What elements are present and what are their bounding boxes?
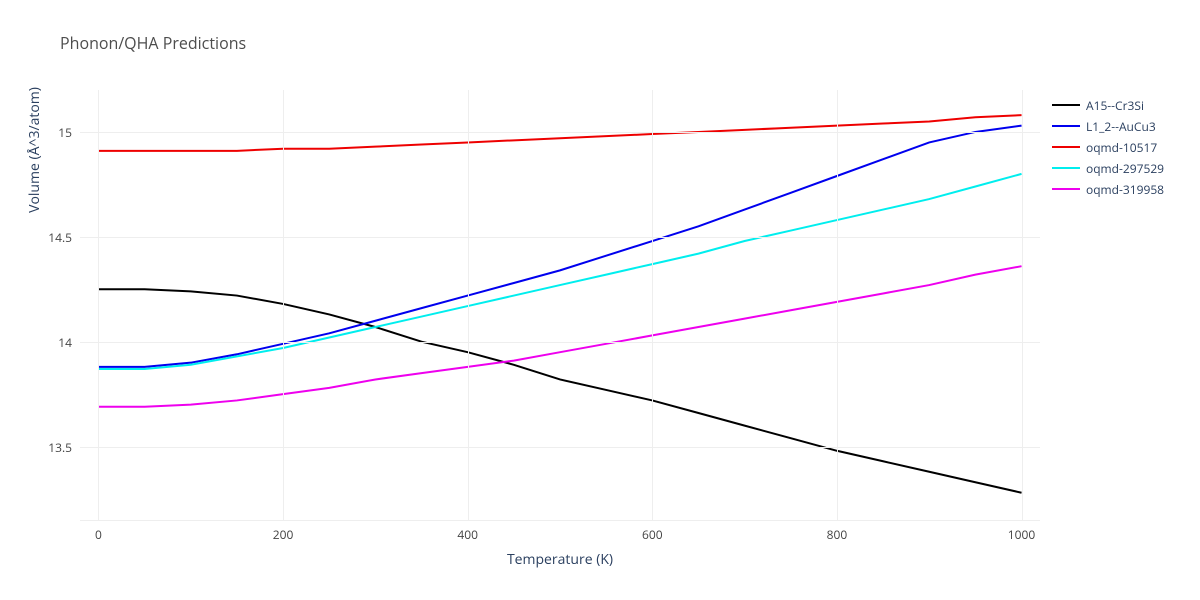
plot-area — [80, 90, 1040, 520]
legend-item[interactable]: L1_2--AuCu3 — [1052, 117, 1164, 135]
legend-item[interactable]: oqmd-319958 — [1052, 180, 1164, 198]
x-tick-label: 600 — [632, 526, 672, 543]
series-line[interactable] — [98, 115, 1021, 151]
legend-item[interactable]: oqmd-10517 — [1052, 138, 1164, 156]
legend-swatch — [1052, 146, 1080, 148]
series-line[interactable] — [98, 174, 1021, 369]
series-line[interactable] — [98, 126, 1021, 367]
y-grid-line — [80, 237, 1040, 238]
y-tick-label: 15 — [58, 124, 72, 141]
legend-label: oqmd-297529 — [1086, 160, 1164, 177]
series-line[interactable] — [98, 266, 1021, 407]
x-tick-label: 1000 — [1002, 526, 1042, 543]
legend-label: oqmd-10517 — [1086, 139, 1157, 156]
legend-swatch — [1052, 188, 1080, 190]
chart-title: Phonon/QHA Predictions — [60, 32, 246, 54]
series-lines — [80, 90, 1040, 520]
legend-swatch — [1052, 167, 1080, 169]
y-tick-label: 14.5 — [48, 229, 72, 246]
x-tick-label: 0 — [78, 526, 118, 543]
x-grid-line — [98, 90, 99, 520]
x-grid-line — [652, 90, 653, 520]
legend-item[interactable]: A15--Cr3Si — [1052, 96, 1164, 114]
x-tick-label: 400 — [448, 526, 488, 543]
x-grid-line — [283, 90, 284, 520]
series-line[interactable] — [98, 289, 1021, 492]
x-axis-line — [80, 520, 1040, 521]
y-grid-line — [80, 447, 1040, 448]
x-grid-line — [1022, 90, 1023, 520]
x-axis-label: Temperature (K) — [80, 550, 1040, 569]
legend-label: L1_2--AuCu3 — [1086, 118, 1156, 135]
x-tick-label: 800 — [817, 526, 857, 543]
legend-swatch — [1052, 104, 1080, 106]
legend-label: oqmd-319958 — [1086, 181, 1164, 198]
legend-item[interactable]: oqmd-297529 — [1052, 159, 1164, 177]
legend: A15--Cr3Si L1_2--AuCu3 oqmd-10517 oqmd-2975… — [1052, 96, 1164, 201]
y-tick-label: 13.5 — [48, 439, 72, 456]
y-grid-line — [80, 342, 1040, 343]
y-grid-line — [80, 132, 1040, 133]
legend-swatch — [1052, 125, 1080, 127]
y-axis-label: Volume (Å^3/atom) — [25, 0, 44, 365]
y-tick-label: 14 — [58, 334, 72, 351]
chart-container: Phonon/QHA Predictions Temperature (K) V… — [0, 0, 1200, 600]
x-grid-line — [837, 90, 838, 520]
legend-label: A15--Cr3Si — [1086, 97, 1144, 114]
x-tick-label: 200 — [263, 526, 303, 543]
x-grid-line — [468, 90, 469, 520]
